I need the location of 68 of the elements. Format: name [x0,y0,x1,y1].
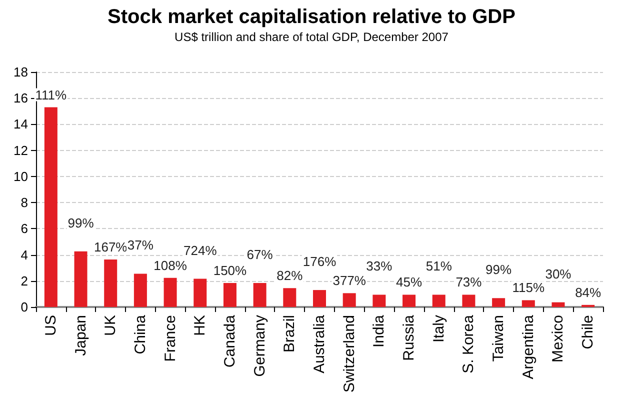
x-tick-label: China [132,314,149,354]
x-tick-label: Brazil [281,315,298,353]
annotation: 84% [575,284,602,300]
y-tick-label: 16 [14,90,28,106]
chart-title: Stock market capitalisation relative to GDP [108,6,516,28]
bar [372,294,386,307]
x-tick-label: France [162,315,179,362]
bar [432,294,446,307]
x-tick-label: Argentina [520,314,537,380]
bar [194,278,207,307]
bar [522,300,535,307]
annotation: 73% [456,274,482,290]
bar [253,282,266,307]
bar [44,107,58,307]
y-tick-label: 8 [20,195,28,210]
bar [552,302,565,307]
bar [283,288,296,307]
x-tick-label: Germany [251,314,268,377]
bar [164,278,177,307]
annotation: 115% [512,280,545,296]
x-tick-label: S. Korea [460,314,478,374]
x-tick-label: Taiwan [490,315,508,362]
y-tick-label: 14 [14,116,28,132]
x-tick-label: US [42,315,60,336]
chart-subtitle: US$ trillion and share of total GDP, December 2007 [174,30,449,44]
annotation: 99% [68,215,94,230]
x-tick-label: Mexico [550,315,567,363]
x-tick-label: India [370,314,388,348]
bar [74,251,88,307]
annotation: 33% [366,258,393,274]
x-tick-label: Russia [400,314,418,361]
y-tick-label: 4 [20,247,28,262]
bar [462,294,476,307]
bar [134,274,147,307]
y-tick-label: 12 [14,142,28,158]
annotation: 30% [545,266,572,282]
y-tick-label: 0 [20,300,28,314]
y-tick-label: 10 [14,168,28,184]
annotation: 37% [127,238,154,253]
bar [342,293,356,307]
x-tick-label: UK [102,315,120,336]
annotation: 67% [246,246,274,262]
annotation: 51% [426,258,452,274]
bar [223,282,236,307]
annotation: 45% [396,274,422,290]
annotation: 82% [276,268,304,284]
x-tick-label: HK [192,315,209,336]
annotation: 99% [486,262,512,278]
x-tick-label: Japan [72,315,90,356]
bar [402,294,416,307]
annotation: 724% [184,242,218,258]
y-tick-label: 6 [20,221,28,236]
bar [492,298,506,307]
x-tick-label: Canada [221,314,238,368]
annotation: 111% [35,87,68,102]
annotation: 176% [302,254,337,270]
annotation: 377% [332,273,366,288]
x-tick-label: Switzerland [340,315,358,393]
y-tick-label: 18 [14,64,28,80]
annotation: 167% [94,239,128,254]
annotation: 108% [154,258,188,273]
x-tick-label: Italy [430,314,448,343]
x-tick-label: Australia [311,314,328,374]
x-tick-label: Chile [580,315,597,350]
bar [104,259,118,307]
annotation: 150% [213,262,248,278]
y-tick-label: 2 [20,273,28,288]
bar [313,290,326,307]
